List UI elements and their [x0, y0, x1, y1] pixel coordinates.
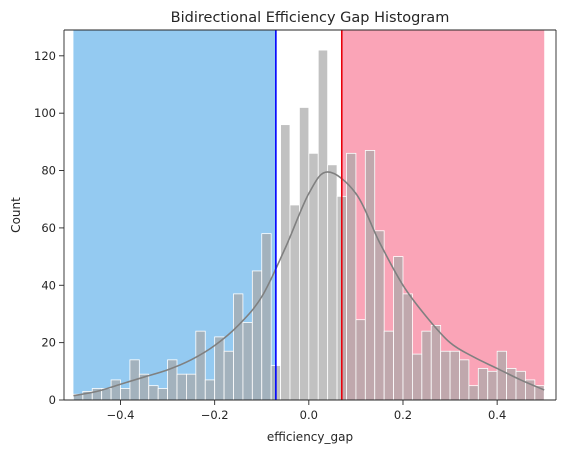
histogram-bar: [477, 368, 489, 401]
histogram-bar: [402, 293, 413, 401]
histogram-bar: [487, 370, 498, 401]
histogram-bar: [214, 336, 225, 401]
histogram-bar: [167, 359, 178, 401]
y-tick-label: 20: [41, 336, 56, 350]
tick-labels: −0.4 −0.2 0.0 0.2 0.4 0 20 40 60 80 100 120: [34, 49, 506, 422]
histogram-bar: [421, 330, 432, 401]
histogram-bar: [148, 385, 159, 401]
x-axis-label: efficiency_gap: [267, 430, 353, 444]
histogram-bar: [430, 325, 442, 401]
x-tick-label: −0.2: [201, 408, 229, 422]
y-tick-label: 120: [34, 49, 56, 63]
axes: [63, 29, 557, 401]
histogram-bar: [364, 150, 376, 401]
histogram-bar: [440, 350, 451, 401]
threshold-lines: [275, 30, 343, 400]
histogram-bar: [195, 330, 206, 401]
histogram-bar: [449, 350, 460, 401]
histogram-bar: [242, 322, 253, 401]
histogram-bar: [327, 164, 338, 401]
histogram-bar: [120, 388, 131, 401]
histogram-bar: [468, 385, 479, 401]
x-tick-label: −0.4: [107, 408, 135, 422]
histogram-bar: [374, 230, 385, 401]
histogram-bar: [355, 319, 366, 401]
y-tick-label: 100: [34, 106, 56, 120]
y-tick-label: 0: [49, 393, 56, 407]
histogram-bar: [261, 233, 272, 401]
histogram-bar: [383, 330, 394, 401]
y-axis-label: Count: [9, 197, 23, 233]
histogram-bar: [412, 353, 423, 401]
y-tick-label: 60: [41, 221, 56, 235]
histogram-bar: [176, 373, 187, 401]
histogram-bar: [496, 350, 507, 401]
kde-curve-group: [73, 171, 545, 397]
histogram-bar: [157, 388, 168, 401]
x-tick-label: 0.0: [300, 408, 318, 422]
histogram-bar: [280, 124, 291, 401]
histogram-bar: [251, 270, 263, 401]
histogram-bar: [186, 373, 197, 401]
histogram-bar: [299, 107, 310, 401]
histogram-bar: [223, 350, 234, 401]
y-tick-label: 80: [41, 164, 56, 178]
histogram-bar: [204, 379, 216, 401]
x-tick-label: 0.2: [394, 408, 412, 422]
histogram-bar: [110, 379, 121, 401]
histogram-bar: [515, 370, 526, 401]
histogram-bar: [233, 293, 244, 401]
histogram-bars: [73, 49, 545, 401]
y-tick-label: 40: [41, 278, 56, 292]
histogram-bar: [459, 359, 470, 401]
kde-curve: [73, 171, 545, 397]
histogram-bar: [317, 49, 329, 401]
shaded-regions: [73, 30, 545, 400]
chart-title: Bidirectional Efficiency Gap Histogram: [171, 10, 450, 26]
x-tick-label: 0.4: [488, 408, 506, 422]
